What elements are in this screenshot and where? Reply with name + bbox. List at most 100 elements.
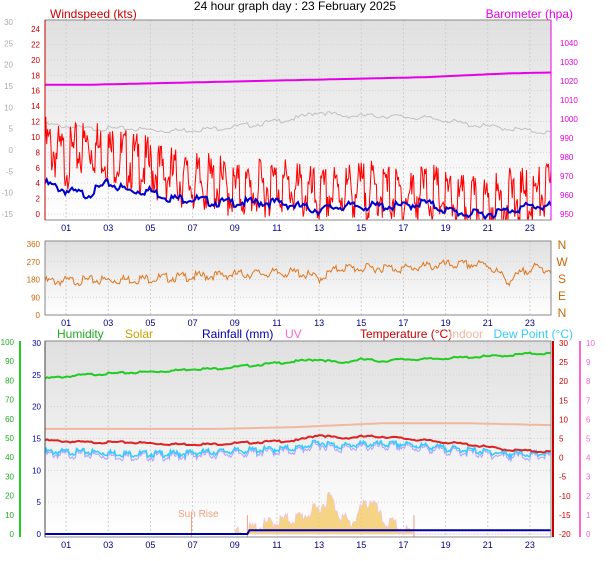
- uv-label: UV: [285, 327, 302, 341]
- x-tick-label: 05: [145, 318, 155, 328]
- temperature-tick-label: 15: [4, 82, 13, 91]
- x-tick-label: 21: [483, 223, 493, 233]
- windspeed-tick-label: 18: [31, 71, 40, 80]
- temperature-tick-label: -15: [559, 511, 571, 520]
- windspeed-tick-label: 6: [36, 164, 41, 173]
- wind-gust-line: [45, 116, 551, 220]
- humidity-tick-label: 40: [5, 453, 14, 462]
- x-tick-label: 15: [356, 223, 366, 233]
- direction-tick-label: 90: [31, 293, 40, 302]
- x-tick-label: 23: [525, 318, 535, 328]
- x-tick-label: 17: [398, 223, 408, 233]
- temperature-tick-label: 20: [4, 61, 13, 70]
- compass-label: W: [556, 255, 568, 269]
- temperature-tick-label: -10: [559, 492, 571, 501]
- x-tick-label: 13: [314, 540, 324, 550]
- humidity-tick-label: 100: [1, 338, 15, 347]
- x-tick-label: 21: [483, 540, 493, 550]
- windspeed-tick-label: 14: [31, 102, 40, 111]
- uv-tick-label: 10: [586, 339, 595, 348]
- x-tick-label: 13: [314, 318, 324, 328]
- barometer-tick-label: 970: [560, 172, 574, 181]
- x-tick-label: 13: [314, 223, 324, 233]
- barometer-tick-label: 1030: [560, 58, 578, 67]
- humidity-tick-label: 90: [5, 357, 14, 366]
- x-tick-label: 07: [188, 540, 198, 550]
- uv-tick-label: 0: [586, 530, 591, 539]
- x-tick-label: 01: [61, 540, 71, 550]
- temperature-tick-label: 10: [4, 103, 13, 112]
- direction-tick-label: 180: [27, 276, 41, 285]
- temperature-tick-label: -5: [559, 473, 567, 482]
- x-tick-label: 23: [525, 223, 535, 233]
- x-tick-label: 03: [103, 223, 113, 233]
- x-tick-label: 03: [103, 318, 113, 328]
- page-title: 24 hour graph day : 23 February 2025: [194, 0, 396, 13]
- x-tick-label: 21: [483, 318, 493, 328]
- dewpoint-line: [45, 439, 551, 460]
- windspeed-tick-label: 24: [31, 25, 40, 34]
- humidity-tick-label: 10: [5, 511, 14, 520]
- barometer-axis-label: Barometer (hpa): [486, 7, 573, 21]
- windspeed-tick-label: 2: [36, 195, 41, 204]
- dewpoint-label: Dew Point (°C): [494, 327, 573, 341]
- x-tick-label: 11: [272, 540, 281, 550]
- temperature-tick-label: 10: [559, 415, 568, 424]
- windspeed-tick-label: 0: [36, 210, 41, 219]
- uv-tick-label: 8: [586, 377, 591, 386]
- windspeed-axis-label: Windspeed (kts): [50, 7, 137, 21]
- rainfall-label: Rainfall (mm): [202, 327, 273, 341]
- indoor-temperature-line: [45, 422, 551, 430]
- temperature-tick-label: 30: [559, 339, 568, 348]
- direction-tick-label: 0: [36, 311, 41, 320]
- temperature-tick-label: -5: [6, 167, 14, 176]
- wind-average-line: [45, 176, 551, 220]
- x-tick-label: 07: [188, 223, 198, 233]
- uv-tick-label: 7: [586, 396, 591, 405]
- temperature-tick-label: -15: [1, 210, 13, 219]
- x-tick-label: 11: [272, 318, 281, 328]
- temperature-tick-label: 0: [9, 146, 14, 155]
- rainfall-tick-label: 25: [32, 371, 41, 380]
- compass-label: E: [558, 289, 566, 303]
- windspeed-tick-label: 4: [36, 179, 41, 188]
- x-tick-label: 09: [230, 223, 240, 233]
- barometer-tick-label: 980: [560, 153, 574, 162]
- indoor-label: Indoor: [449, 327, 483, 341]
- rainfall-tick-label: 30: [32, 339, 41, 348]
- barometer-tick-label: 960: [560, 191, 574, 200]
- humidity-line: [45, 351, 551, 380]
- temperature-tick-label: 5: [559, 435, 564, 444]
- wind-baro-panel: 01 03 05 07 09 11 13 15 17 19 21 23 242220181614121…: [1, 7, 578, 233]
- x-tick-label: 17: [398, 318, 408, 328]
- temperature-tick-label: -10: [1, 189, 13, 198]
- x-tick-label: 09: [230, 318, 240, 328]
- humidity-tick-label: 30: [5, 472, 14, 481]
- humidity-label: Humidity: [57, 327, 104, 341]
- rainfall-tick-label: 20: [32, 403, 41, 412]
- windspeed-tick-label: 22: [31, 40, 40, 49]
- uv-tick-label: 3: [586, 473, 591, 482]
- rainfall-line: [45, 529, 551, 535]
- barometer-tick-label: 1010: [560, 96, 578, 105]
- barometer-tick-label: 1000: [560, 115, 578, 124]
- windspeed-tick-label: 16: [31, 87, 40, 96]
- barometer-line: [45, 71, 551, 86]
- humidity-tick-label: 50: [5, 434, 14, 443]
- rainfall-tick-label: 0: [37, 530, 42, 539]
- uv-tick-label: 2: [586, 492, 591, 501]
- x-tick-label: 15: [356, 540, 366, 550]
- uv-tick-label: 4: [586, 454, 591, 463]
- rainfall-tick-label: 15: [32, 435, 41, 444]
- barometer-tick-label: 950: [560, 210, 574, 219]
- rainfall-tick-label: 10: [32, 466, 41, 475]
- sunrise-label: Sun Rise: [178, 509, 219, 520]
- temperature-tick-label: 5: [9, 125, 14, 134]
- temperature-tick-label: -20: [559, 530, 571, 539]
- rainfall-tick-label: 5: [37, 498, 42, 507]
- humidity-tick-label: 80: [5, 376, 14, 385]
- wind-direction-panel: 01 03 05 07 09 11 13 15 17 19 21 23 360 N 270 W 180 S 90 E…: [27, 238, 569, 328]
- temperature-line: [45, 111, 551, 135]
- x-tick-label: 05: [145, 540, 155, 550]
